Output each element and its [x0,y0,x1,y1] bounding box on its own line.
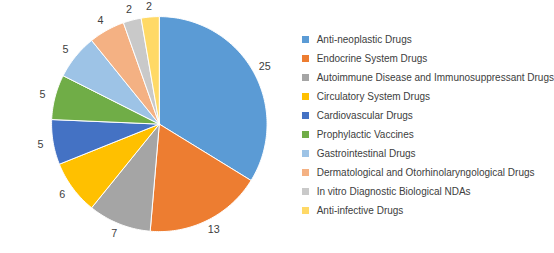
html-text:Cardiovascular Drugs: Cardiovascular Drugs [316,110,413,121]
svg-text:5: 5 [40,88,46,100]
svg-text:6: 6 [59,188,65,200]
svg-text:13: 13 [208,223,220,235]
html-text:Dermatological and Otorhinolar: Dermatological and Otorhinolaryngologica… [316,167,535,178]
html-text:Autoimmune Disease and Immunos: Autoimmune Disease and Immunosuppressant… [316,72,554,83]
svg-text:5: 5 [37,138,43,150]
html-text:Circulatory System Drugs: Circulatory System Drugs [316,91,430,102]
html-text:In vitro Diagnostic Biological: In vitro Diagnostic Biological NDAs [316,186,471,197]
svg-text:7: 7 [111,227,117,239]
svg-text:2: 2 [126,3,132,15]
html-text:Endocrine System Drugs: Endocrine System Drugs [316,53,428,64]
html-text:Anti-neoplastic Drugs: Anti-neoplastic Drugs [316,34,412,45]
html-text:Prophylactic Vaccines: Prophylactic Vaccines [316,129,414,140]
svg-text:5: 5 [62,43,68,55]
svg-text:2: 2 [146,0,152,12]
svg-text:4: 4 [97,14,103,26]
html-text:Gastrointestinal Drugs: Gastrointestinal Drugs [316,148,416,159]
svg-text:25: 25 [259,60,271,72]
html-text:Anti-infective Drugs: Anti-infective Drugs [316,205,404,216]
